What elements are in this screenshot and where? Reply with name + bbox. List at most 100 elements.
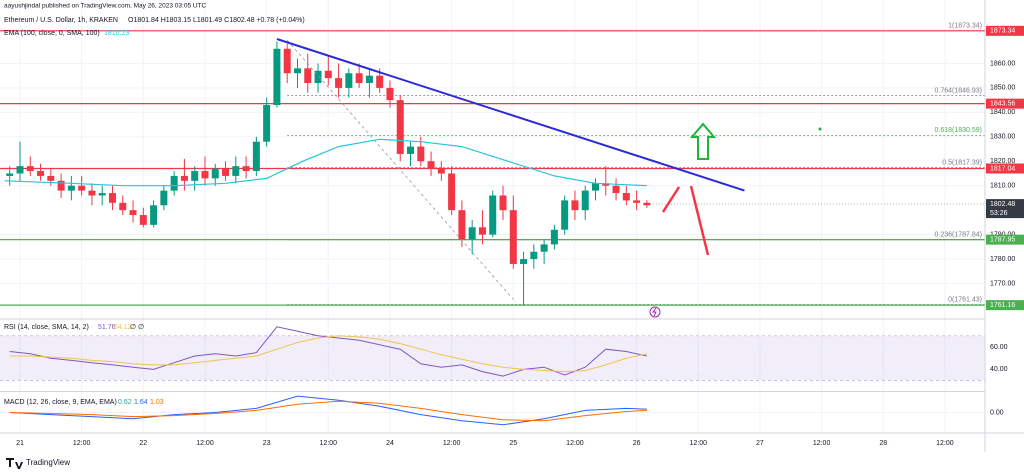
level-price-label: 1787.95 <box>990 236 1015 243</box>
x-tick-label: 12:00 <box>690 440 708 447</box>
candle-body <box>47 175 55 181</box>
candle-body <box>520 259 528 264</box>
candle-body <box>561 200 569 230</box>
candle-body <box>489 195 497 235</box>
candle-body <box>293 68 301 74</box>
last-price-box <box>986 199 1024 219</box>
legend-value: ∅ <box>138 324 144 331</box>
level-price-label: 1843.56 <box>990 100 1015 107</box>
trendline <box>276 38 745 192</box>
rsi-band <box>0 335 985 381</box>
last-price-label: 1802.48 <box>990 201 1015 208</box>
candle-body <box>98 193 106 196</box>
candle-body <box>252 141 260 172</box>
legend-value: 1.03 <box>150 399 164 406</box>
candle-body <box>201 171 209 179</box>
fib-label: 0.764(1846.93) <box>935 87 982 94</box>
level-price-box <box>986 25 1024 36</box>
candle-body <box>612 185 620 194</box>
level-price-box <box>986 234 1024 245</box>
x-tick-label: 12:00 <box>936 440 954 447</box>
candle-body <box>540 244 548 252</box>
symbol-title: Ethereum / U.S. Dollar, 1h, KRAKEN <box>4 17 118 24</box>
y-tick-label: 1840.00 <box>990 109 1015 116</box>
candle-body <box>273 48 281 106</box>
candle-body <box>396 100 404 154</box>
candle-body <box>88 190 96 196</box>
candle-body <box>129 210 137 216</box>
legend-value: 51.76 <box>98 324 116 331</box>
x-tick-label: 12:00 <box>73 440 91 447</box>
candle-body <box>581 190 589 211</box>
level-price-label: 1761.16 <box>990 302 1015 309</box>
candle-body <box>139 215 147 225</box>
red-stroke-annotation <box>689 185 710 256</box>
x-tick-label: 12:00 <box>813 440 831 447</box>
level-price-box <box>986 163 1024 174</box>
x-tick-label: 26 <box>633 440 641 447</box>
level-price-box <box>986 300 1024 311</box>
candle-body <box>365 75 373 84</box>
candle-body <box>427 161 435 169</box>
candle-body <box>242 166 250 172</box>
candle-body <box>304 68 312 84</box>
candle-body <box>335 78 343 88</box>
candle-body <box>345 73 353 88</box>
fib-label: 0.5(1817.39) <box>942 159 982 166</box>
candle-body <box>602 183 610 186</box>
candle-body <box>592 183 600 191</box>
y-tick-label: 1860.00 <box>990 60 1015 67</box>
y-tick-label: 0.00 <box>990 409 1004 416</box>
x-tick-label: 24 <box>386 440 394 447</box>
indicator-line <box>9 395 647 426</box>
x-tick-label: 27 <box>756 440 764 447</box>
candle-body <box>26 166 34 172</box>
candle-body <box>633 200 641 203</box>
candle-body <box>37 171 45 176</box>
candle-body <box>448 173 456 211</box>
legend-value: ∅ <box>130 324 136 331</box>
candle-body <box>191 171 199 181</box>
fib-label: 0.236(1787.84) <box>935 232 982 239</box>
x-tick-label: 28 <box>879 440 887 447</box>
candle-body <box>376 75 384 88</box>
y-tick-label: 1780.00 <box>990 256 1015 263</box>
ema-line <box>4 138 647 187</box>
candle-body <box>108 193 116 203</box>
candle-body <box>417 146 425 162</box>
candle-body <box>530 251 538 260</box>
y-tick-label: 1820.00 <box>990 158 1015 165</box>
up-arrow-annotation <box>689 122 717 160</box>
x-tick-label: 12:00 <box>566 440 584 447</box>
indicator-line <box>9 335 648 373</box>
brand-logo <box>6 458 23 469</box>
candle-body <box>386 87 394 101</box>
indicator-line <box>9 400 647 422</box>
y-tick-label: 40.00 <box>990 366 1008 373</box>
legend-value: 54.12 <box>114 324 132 331</box>
candle-body <box>67 185 75 191</box>
event-icon[interactable] <box>649 306 661 318</box>
y-tick-label: 1850.00 <box>990 85 1015 92</box>
candle-body <box>355 73 363 84</box>
ohlc-legend: O1801.84 H1803.15 L1801.49 C1802.48 +0.7… <box>128 17 305 24</box>
candle-body <box>458 210 466 240</box>
candle-body <box>150 205 158 225</box>
x-tick-label: 12:00 <box>443 440 461 447</box>
candle-body <box>509 210 517 264</box>
candle-body <box>170 175 178 191</box>
candle-body <box>550 229 558 245</box>
brand[interactable]: TradingView <box>26 458 70 467</box>
candle-body <box>407 146 415 154</box>
countdown-label: 53:26 <box>990 210 1008 217</box>
x-tick-label: 23 <box>263 440 271 447</box>
plot: 1(1873.34) 0.764(1846.93) 0.618(1830.59) 0.… <box>0 23 985 426</box>
candle-body <box>160 190 168 206</box>
candle-body <box>622 193 630 201</box>
candle-body <box>263 105 271 142</box>
candle-body <box>478 227 486 235</box>
level-price-label: 1873.34 <box>990 28 1015 35</box>
candle-body <box>499 195 507 211</box>
y-tick-label: 1770.00 <box>990 280 1015 287</box>
fib-label: 1(1873.34) <box>948 23 982 30</box>
